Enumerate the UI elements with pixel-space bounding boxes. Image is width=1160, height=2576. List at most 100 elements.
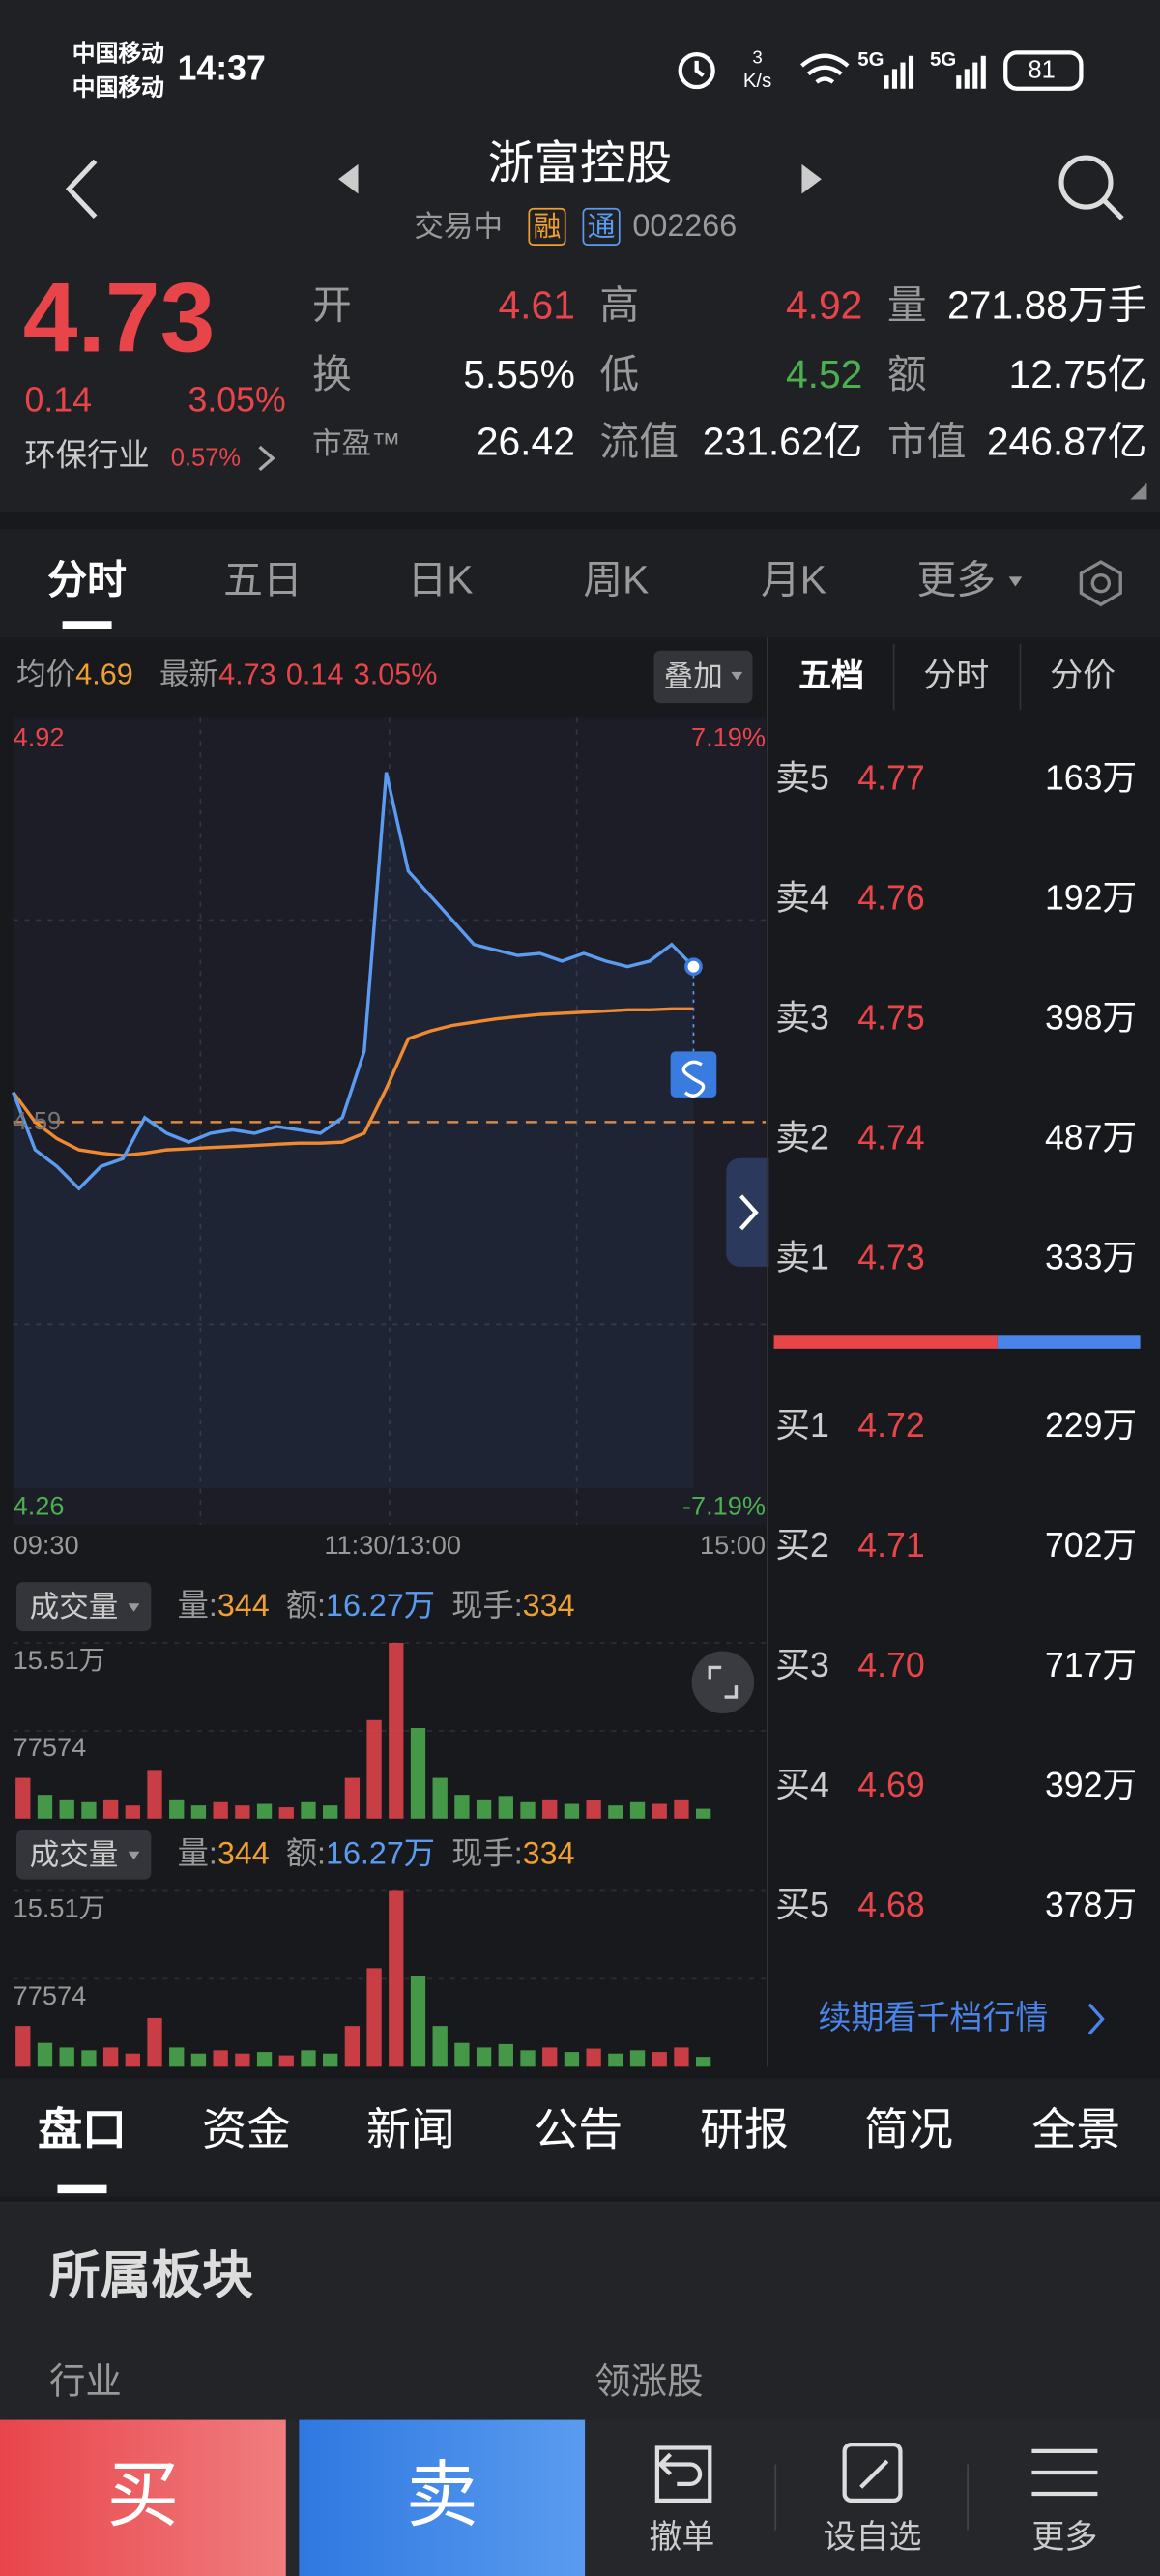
volume-selector[interactable]: 成交量 bbox=[29, 1590, 119, 1624]
side-toggle-arrow bbox=[739, 1194, 759, 1231]
net-speed-unit: K/s bbox=[742, 69, 772, 93]
detail-tab[interactable]: 简况 bbox=[864, 2105, 953, 2155]
volume-bar bbox=[674, 1799, 689, 1819]
volume-bar bbox=[256, 1803, 273, 1819]
volume-bar bbox=[454, 2042, 470, 2067]
change-pct: 3.05% bbox=[188, 382, 286, 421]
book-price: 4.73 bbox=[857, 1239, 925, 1277]
signal-marker-s bbox=[682, 1060, 706, 1098]
chart-tab[interactable]: 更多 bbox=[916, 558, 997, 603]
section-title: 所属板块 bbox=[48, 2246, 253, 2304]
volume-selector-bg[interactable] bbox=[15, 1830, 152, 1880]
volume-bar bbox=[608, 2053, 624, 2067]
signal-bars bbox=[884, 55, 986, 89]
carrier: 中国移动 bbox=[72, 39, 164, 66]
volume-bar bbox=[410, 1728, 426, 1819]
volume-bar bbox=[213, 1801, 228, 1819]
volume-bar bbox=[520, 1801, 536, 1819]
change: 0.14 bbox=[24, 382, 92, 421]
battery: 81 bbox=[1028, 56, 1056, 85]
volume-bar bbox=[564, 2052, 580, 2067]
prev-close-label: 4.59 bbox=[13, 1107, 62, 1136]
order-book-tab[interactable]: 分时 bbox=[923, 659, 990, 695]
chart-tab[interactable]: 日K bbox=[407, 558, 474, 603]
book-price: 4.69 bbox=[857, 1767, 925, 1805]
industry[interactable]: 环保行业 bbox=[24, 439, 150, 475]
ask-bid-ratio-bar bbox=[773, 1335, 998, 1349]
book-volume: 192万 bbox=[1044, 879, 1138, 918]
volume-bar bbox=[564, 1803, 580, 1819]
upgrade-link[interactable]: 续期看千档行情 bbox=[818, 2001, 1049, 2037]
detail-tab[interactable]: 新闻 bbox=[366, 2105, 455, 2155]
volume-bar bbox=[344, 1777, 361, 1819]
dropdown-caret bbox=[128, 1851, 140, 1860]
action-label[interactable]: 撤单 bbox=[649, 2520, 715, 2557]
text: 3.05% bbox=[353, 658, 438, 691]
text: 344 bbox=[217, 1589, 270, 1625]
settings-button[interactable] bbox=[1079, 560, 1122, 607]
sell-button[interactable] bbox=[299, 2419, 586, 2576]
action-label[interactable]: 更多 bbox=[1031, 2520, 1098, 2557]
detail-tab[interactable]: 研报 bbox=[700, 2105, 789, 2155]
volume-bar bbox=[190, 1805, 207, 1819]
text: 额: bbox=[285, 1589, 326, 1625]
trading-status: 交易中 bbox=[414, 210, 504, 244]
column-header: 行业 bbox=[48, 2360, 122, 2402]
expand-button[interactable] bbox=[691, 1651, 755, 1714]
volume-bar bbox=[498, 2043, 513, 2067]
dropdown-caret bbox=[1008, 576, 1023, 587]
volume-bar bbox=[344, 2026, 361, 2067]
search-button[interactable] bbox=[1058, 155, 1124, 220]
text: 0.14 bbox=[285, 658, 344, 691]
y-tick-label: 77574 bbox=[13, 1735, 87, 1764]
industry-pct: 0.57% bbox=[170, 444, 242, 473]
volume-bar bbox=[213, 2050, 228, 2067]
detail-tab[interactable]: 资金 bbox=[202, 2105, 291, 2155]
chart-tab[interactable]: 周K bbox=[583, 558, 650, 603]
text: 现手: bbox=[451, 1837, 523, 1872]
prev-stock[interactable] bbox=[338, 163, 359, 194]
stat-value: 271.88万手 bbox=[947, 283, 1147, 329]
volume-bar bbox=[674, 2047, 689, 2067]
detail-tab[interactable]: 全景 bbox=[1031, 2105, 1121, 2155]
volume-selector[interactable]: 成交量 bbox=[29, 1838, 119, 1872]
book-volume: 378万 bbox=[1044, 1887, 1138, 1925]
ask-bid-ratio-bar bbox=[997, 1335, 1141, 1349]
book-price: 4.77 bbox=[857, 759, 925, 798]
next-stock[interactable] bbox=[801, 163, 822, 194]
book-price: 4.75 bbox=[857, 999, 925, 1038]
chart-tab[interactable]: 分时 bbox=[47, 558, 127, 603]
dropdown-caret bbox=[128, 1603, 140, 1612]
order-book-tab[interactable]: 分价 bbox=[1050, 659, 1116, 695]
volume-bar bbox=[476, 1799, 492, 1819]
overlay-button-label[interactable]: 叠加 bbox=[663, 659, 723, 693]
chart-tab[interactable]: 五日 bbox=[223, 558, 303, 603]
industry-arrow bbox=[258, 445, 276, 472]
detail-tab[interactable]: 公告 bbox=[534, 2105, 624, 2155]
text: 16.27万 bbox=[325, 1837, 436, 1872]
link-arrow bbox=[1088, 2003, 1105, 2035]
book-level: 卖2 bbox=[775, 1119, 829, 1157]
detail-tab[interactable]: 盘口 bbox=[38, 2105, 127, 2155]
action-label[interactable]: 设自选 bbox=[823, 2520, 922, 2557]
volume-bar bbox=[15, 2026, 31, 2067]
x-tick-label: 09:30 bbox=[13, 1533, 79, 1562]
stat-label: 低 bbox=[599, 353, 640, 398]
text: 现手: bbox=[451, 1589, 523, 1625]
chart-tab[interactable]: 月K bbox=[760, 558, 826, 603]
buy-button[interactable] bbox=[0, 2419, 286, 2576]
back-button[interactable] bbox=[65, 159, 98, 220]
side-toggle[interactable] bbox=[726, 1157, 769, 1267]
volume-bar bbox=[586, 2048, 601, 2067]
signal-marker bbox=[670, 1051, 717, 1098]
column-header: 领涨股 bbox=[594, 2360, 704, 2402]
stat-label: 开 bbox=[311, 283, 352, 329]
volume-bar bbox=[169, 2047, 185, 2067]
volume-selector-bg[interactable] bbox=[15, 1582, 152, 1632]
order-book-tab[interactable]: 五档 bbox=[798, 659, 865, 695]
volume-bar bbox=[586, 1800, 601, 1819]
y-tick-label: 15.51万 bbox=[13, 1895, 105, 1924]
